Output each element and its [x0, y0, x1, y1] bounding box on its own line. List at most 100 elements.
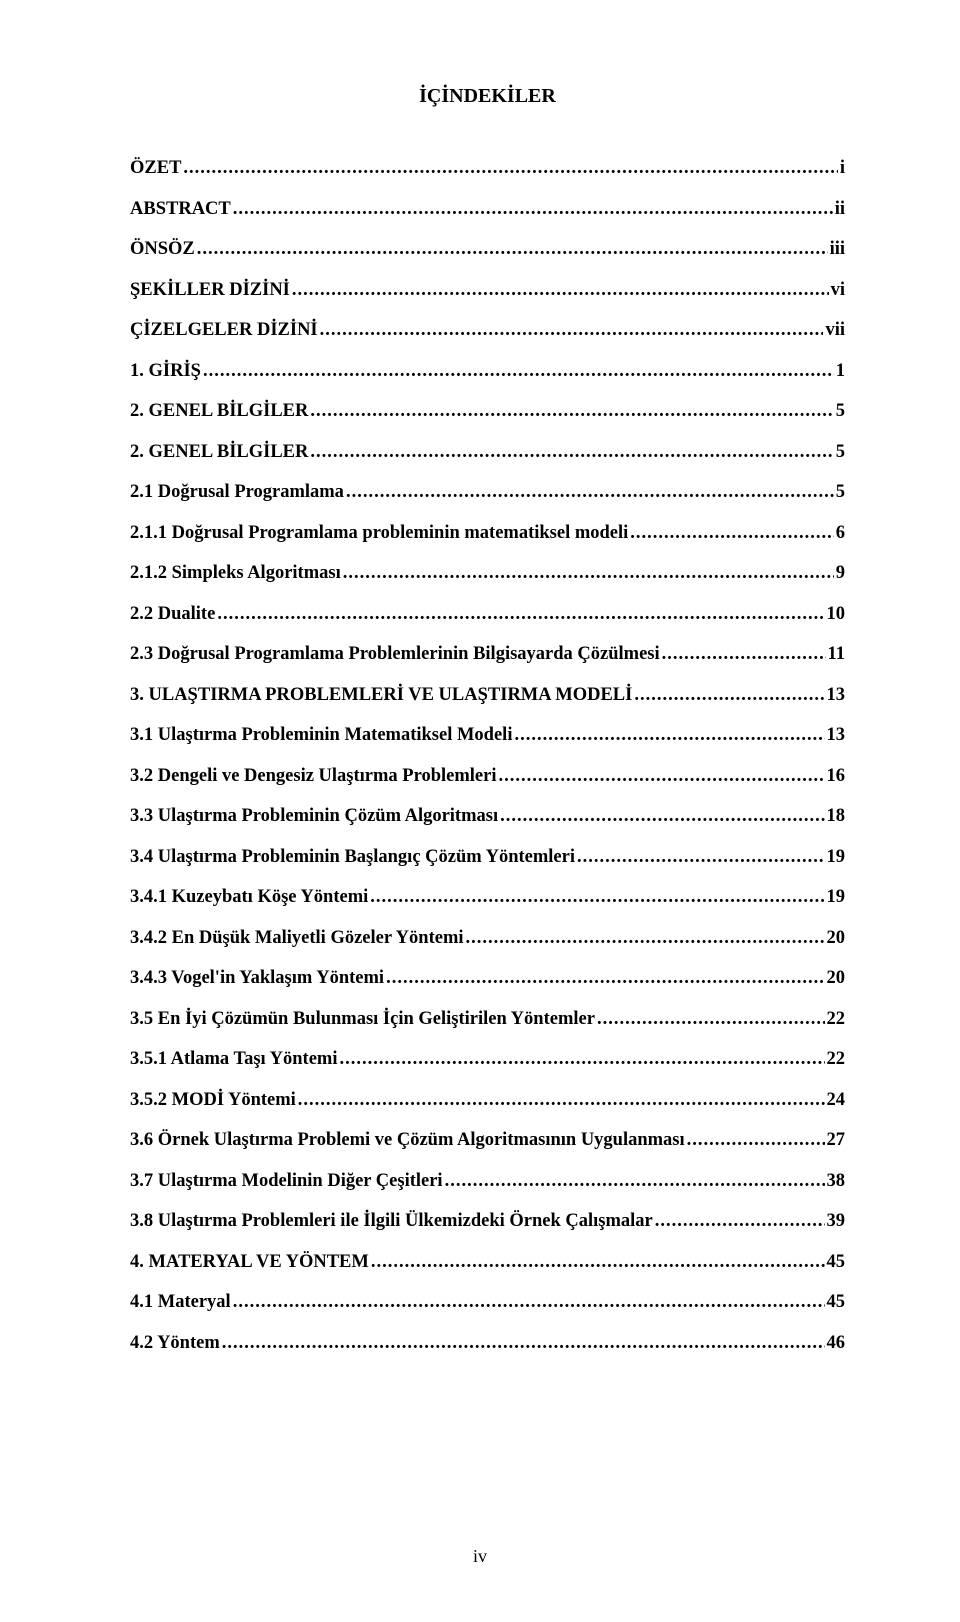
toc-page: vii: [825, 320, 845, 341]
toc-page: 24: [827, 1090, 846, 1111]
toc-page: 19: [827, 847, 846, 868]
toc-entry: 3.1 Ulaştırma Probleminin Matematiksel M…: [130, 725, 845, 746]
toc-entry: 1. GİRİŞ 1: [130, 361, 845, 382]
toc-leader-dots: [371, 1252, 825, 1273]
toc-entry: 3.2 Dengeli ve Dengesiz Ulaştırma Proble…: [130, 766, 845, 787]
toc-page: 38: [827, 1171, 846, 1192]
toc-page: 13: [827, 685, 846, 706]
toc-entry: ÖZETi: [130, 158, 845, 179]
toc-label: 1. GİRİŞ: [130, 361, 201, 382]
toc-leader-dots: [662, 644, 826, 665]
toc-entry: 3.4.2 En Düşük Maliyetli Gözeler Yöntemi…: [130, 928, 845, 949]
toc-page: i: [840, 158, 845, 179]
toc-label: 2.3 Doğrusal Programlama Problemlerinin …: [130, 644, 660, 665]
toc-leader-dots: [320, 320, 824, 341]
toc-page: 6: [836, 523, 845, 544]
toc-leader-dots: [343, 563, 834, 584]
toc-page: 13: [827, 725, 846, 746]
toc-label: 2. GENEL BİLGİLER: [130, 442, 308, 463]
toc-leader-dots: [298, 1090, 825, 1111]
toc-entry: 3.8 Ulaştırma Problemleri ile İlgili Ülk…: [130, 1211, 845, 1232]
toc-page: 20: [827, 928, 846, 949]
toc-leader-dots: [197, 239, 828, 260]
toc-leader-dots: [445, 1171, 825, 1192]
toc-entry: ÇİZELGELER DİZİNİvii: [130, 320, 845, 341]
toc-page: 5: [836, 482, 845, 503]
toc-entry: ŞEKİLLER DİZİNİ vi: [130, 280, 845, 301]
toc-leader-dots: [466, 928, 825, 949]
toc-leader-dots: [500, 806, 824, 827]
toc-leader-dots: [386, 968, 824, 989]
toc-entry: 3.5.2 MODİ Yöntemi 24: [130, 1090, 845, 1111]
toc-entry: 2.2 Dualite 10: [130, 604, 845, 625]
toc-entry: ABSTRACT ii: [130, 199, 845, 220]
toc-entry: ÖNSÖZiii: [130, 239, 845, 260]
toc-label: 3.4.3 Vogel'in Yaklaşım Yöntemi: [130, 968, 384, 989]
toc-label: 3.4.2 En Düşük Maliyetli Gözeler Yöntemi: [130, 928, 464, 949]
toc-label: 2. GENEL BİLGİLER: [130, 401, 308, 422]
toc-entry: 3.7 Ulaştırma Modelinin Diğer Çeşitleri 3…: [130, 1171, 845, 1192]
toc-leader-dots: [597, 1009, 825, 1030]
toc-page: 27: [827, 1130, 846, 1151]
toc-entry: 3.5 En İyi Çözümün Bulunması İçin Gelişt…: [130, 1009, 845, 1030]
toc-entry: 2.3 Doğrusal Programlama Problemlerinin …: [130, 644, 845, 665]
toc-page: ii: [835, 199, 845, 220]
toc-entry: 3.4 Ulaştırma Probleminin Başlangıç Çözü…: [130, 847, 845, 868]
toc-entry: 3.5.1 Atlama Taşı Yöntemi22: [130, 1049, 845, 1070]
toc-leader-dots: [687, 1130, 825, 1151]
toc-page: 45: [827, 1252, 846, 1273]
toc-leader-dots: [370, 887, 824, 908]
toc-label: 3.5.2 MODİ Yöntemi: [130, 1090, 296, 1111]
toc-label: 3. ULAŞTIRMA PROBLEMLERİ VE ULAŞTIRMA MO…: [130, 685, 632, 706]
toc-page: vi: [831, 280, 845, 301]
toc-label: 4.2 Yöntem: [130, 1333, 220, 1354]
toc-label: ABSTRACT: [130, 199, 231, 220]
toc-entry: 2.1 Doğrusal Programlama 5: [130, 482, 845, 503]
toc-leader-dots: [310, 401, 833, 422]
toc-entry: 3. ULAŞTIRMA PROBLEMLERİ VE ULAŞTIRMA MO…: [130, 685, 845, 706]
toc-entry: 2. GENEL BİLGİLER5: [130, 442, 845, 463]
toc-page: 45: [827, 1292, 846, 1313]
toc-page: 46: [827, 1333, 846, 1354]
toc-leader-dots: [634, 685, 824, 706]
toc-page: 5: [836, 401, 845, 422]
toc-label: ŞEKİLLER DİZİNİ: [130, 280, 290, 301]
toc-label: 3.3 Ulaştırma Probleminin Çözüm Algoritm…: [130, 806, 498, 827]
toc-label: 3.5 En İyi Çözümün Bulunması İçin Gelişt…: [130, 1009, 595, 1030]
toc-page: 9: [836, 563, 845, 584]
toc-page: 20: [827, 968, 846, 989]
toc-label: 3.4.1 Kuzeybatı Köşe Yöntemi: [130, 887, 368, 908]
toc-label: 3.4 Ulaştırma Probleminin Başlangıç Çözü…: [130, 847, 575, 868]
toc-label: 3.8 Ulaştırma Problemleri ile İlgili Ülk…: [130, 1211, 653, 1232]
toc-leader-dots: [217, 604, 824, 625]
toc-leader-dots: [577, 847, 825, 868]
toc-page: 18: [827, 806, 846, 827]
toc-leader-dots: [339, 1049, 824, 1070]
toc-label: 2.1.1 Doğrusal Programlama probleminin m…: [130, 523, 628, 544]
toc-leader-dots: [499, 766, 825, 787]
toc-page: 1: [836, 361, 845, 382]
page-number: iv: [0, 1546, 960, 1567]
toc-page: iii: [830, 239, 845, 260]
toc-label: 2.1.2 Simpleks Algoritması: [130, 563, 341, 584]
toc-leader-dots: [346, 482, 834, 503]
toc-entry: 3.4.1 Kuzeybatı Köşe Yöntemi 19: [130, 887, 845, 908]
toc-leader-dots: [222, 1333, 825, 1354]
toc-label: 2.1 Doğrusal Programlama: [130, 482, 344, 503]
toc-page: 19: [827, 887, 846, 908]
toc-label: 3.2 Dengeli ve Dengesiz Ulaştırma Proble…: [130, 766, 497, 787]
toc-leader-dots: [310, 442, 833, 463]
toc-entry: 4.2 Yöntem 46: [130, 1333, 845, 1354]
toc-leader-dots: [630, 523, 833, 544]
toc-label: 3.7 Ulaştırma Modelinin Diğer Çeşitleri: [130, 1171, 443, 1192]
toc-entry: 3.6 Örnek Ulaştırma Problemi ve Çözüm Al…: [130, 1130, 845, 1151]
toc-page: 10: [827, 604, 846, 625]
toc-label: 2.2 Dualite: [130, 604, 215, 625]
toc-entry: 3.3 Ulaştırma Probleminin Çözüm Algoritm…: [130, 806, 845, 827]
toc-entry: 4.1 Materyal 45: [130, 1292, 845, 1313]
toc-leader-dots: [514, 725, 824, 746]
toc-label: 4.1 Materyal: [130, 1292, 231, 1313]
toc-entry: 2. GENEL BİLGİLER 5: [130, 401, 845, 422]
toc-page: 16: [827, 766, 846, 787]
toc-entry: 3.4.3 Vogel'in Yaklaşım Yöntemi 20: [130, 968, 845, 989]
